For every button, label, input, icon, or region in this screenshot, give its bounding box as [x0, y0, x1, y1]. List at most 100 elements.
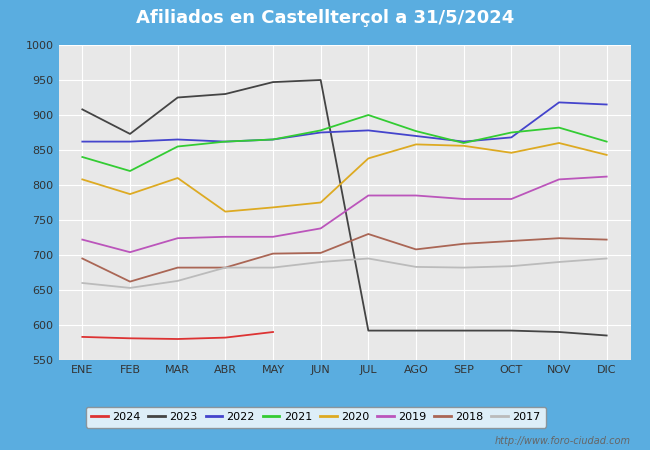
Line: 2019: 2019 — [83, 176, 606, 252]
2018 — [555, 235, 563, 241]
2017 — [460, 265, 467, 270]
Line: 2018: 2018 — [83, 234, 606, 282]
2020 — [460, 143, 467, 148]
2017 — [508, 264, 515, 269]
2022 — [222, 139, 229, 144]
2021 — [603, 139, 610, 144]
2024 — [174, 336, 181, 342]
2021 — [555, 125, 563, 130]
2022 — [317, 130, 324, 135]
2018 — [412, 247, 420, 252]
2022 — [174, 137, 181, 142]
2017 — [222, 265, 229, 270]
2023 — [79, 107, 86, 112]
2018 — [174, 265, 181, 270]
2021 — [222, 139, 229, 144]
2023 — [603, 333, 610, 338]
2019 — [126, 249, 134, 255]
2020 — [79, 177, 86, 182]
2018 — [317, 250, 324, 256]
2017 — [555, 259, 563, 265]
2021 — [174, 144, 181, 149]
2022 — [460, 139, 467, 144]
2017 — [365, 256, 372, 261]
2019 — [174, 235, 181, 241]
2023 — [365, 328, 372, 333]
2018 — [222, 265, 229, 270]
2020 — [603, 152, 610, 158]
2020 — [317, 200, 324, 205]
2017 — [79, 280, 86, 286]
2019 — [603, 174, 610, 179]
Line: 2020: 2020 — [83, 143, 606, 212]
2018 — [460, 241, 467, 247]
2022 — [126, 139, 134, 144]
2020 — [126, 191, 134, 197]
2023 — [460, 328, 467, 333]
2022 — [79, 139, 86, 144]
2022 — [412, 133, 420, 139]
2021 — [79, 154, 86, 160]
2019 — [269, 234, 277, 239]
2020 — [269, 205, 277, 210]
2020 — [365, 156, 372, 161]
2024 — [222, 335, 229, 340]
2024 — [126, 336, 134, 341]
2024 — [269, 329, 277, 335]
Line: 2024: 2024 — [83, 332, 273, 339]
Line: 2023: 2023 — [83, 80, 606, 336]
2021 — [508, 130, 515, 135]
2018 — [603, 237, 610, 242]
2017 — [126, 285, 134, 291]
2021 — [365, 112, 372, 118]
Line: 2017: 2017 — [83, 258, 606, 288]
2017 — [174, 278, 181, 284]
Line: 2021: 2021 — [83, 115, 606, 171]
2017 — [317, 259, 324, 265]
2023 — [222, 91, 229, 97]
2018 — [79, 256, 86, 261]
2022 — [365, 128, 372, 133]
2024 — [79, 334, 86, 340]
2017 — [269, 265, 277, 270]
2020 — [508, 150, 515, 156]
2021 — [412, 128, 420, 134]
2017 — [412, 264, 420, 270]
2019 — [79, 237, 86, 242]
2019 — [508, 196, 515, 202]
Text: http://www.foro-ciudad.com: http://www.foro-ciudad.com — [495, 436, 630, 446]
2019 — [365, 193, 372, 198]
2023 — [508, 328, 515, 333]
2019 — [555, 177, 563, 182]
2022 — [269, 137, 277, 142]
2018 — [126, 279, 134, 284]
2021 — [460, 140, 467, 146]
2020 — [174, 176, 181, 181]
2019 — [222, 234, 229, 239]
Line: 2022: 2022 — [83, 103, 606, 142]
2018 — [365, 231, 372, 237]
2021 — [269, 137, 277, 142]
2018 — [269, 251, 277, 256]
2020 — [412, 142, 420, 147]
Legend: 2024, 2023, 2022, 2021, 2020, 2019, 2018, 2017: 2024, 2023, 2022, 2021, 2020, 2019, 2018… — [86, 406, 546, 428]
2022 — [508, 135, 515, 140]
2018 — [508, 238, 515, 244]
2023 — [126, 131, 134, 137]
2021 — [317, 128, 324, 133]
2021 — [126, 168, 134, 174]
2017 — [603, 256, 610, 261]
2023 — [317, 77, 324, 83]
2023 — [412, 328, 420, 333]
2022 — [603, 102, 610, 107]
2023 — [555, 329, 563, 335]
2023 — [269, 79, 277, 85]
2019 — [460, 196, 467, 202]
2023 — [174, 95, 181, 100]
2022 — [555, 100, 563, 105]
2020 — [555, 140, 563, 146]
2020 — [222, 209, 229, 214]
2019 — [317, 226, 324, 231]
2019 — [412, 193, 420, 198]
Text: Afiliados en Castellterçol a 31/5/2024: Afiliados en Castellterçol a 31/5/2024 — [136, 9, 514, 27]
